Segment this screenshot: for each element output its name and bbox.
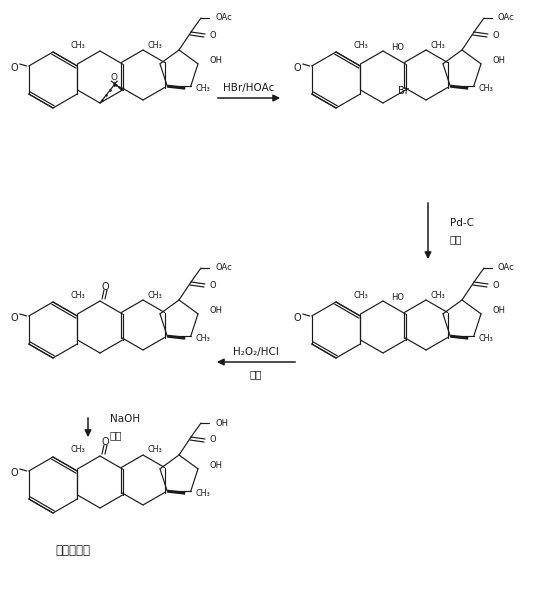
Text: HO: HO (391, 293, 404, 301)
Text: CH₃: CH₃ (478, 84, 493, 93)
Text: CH₃: CH₃ (195, 84, 210, 93)
Text: Pd-C: Pd-C (450, 218, 474, 228)
Text: O: O (101, 282, 109, 292)
Text: CH₃: CH₃ (431, 41, 445, 49)
Text: O: O (294, 313, 301, 323)
Text: CH₃: CH₃ (71, 445, 86, 454)
Text: Br: Br (398, 86, 408, 96)
Text: OH: OH (493, 306, 505, 315)
Text: OAc: OAc (215, 263, 232, 272)
Text: CH₃: CH₃ (478, 334, 493, 343)
Text: O: O (11, 468, 18, 478)
Text: CH₃: CH₃ (148, 445, 162, 454)
Text: NaOH: NaOH (110, 415, 140, 424)
Text: OH: OH (210, 57, 222, 65)
Text: 甲基皮尼松: 甲基皮尼松 (56, 544, 91, 558)
Text: O: O (210, 280, 216, 290)
Text: O: O (11, 63, 18, 73)
Text: H₂O₂/HCl: H₂O₂/HCl (233, 347, 279, 357)
Text: CH₃: CH₃ (148, 290, 162, 300)
Text: CH₃: CH₃ (354, 290, 369, 300)
Text: CH₃: CH₃ (195, 489, 210, 498)
Text: 甲苯: 甲苯 (250, 369, 262, 379)
Text: O: O (11, 313, 18, 323)
Text: OH: OH (210, 306, 222, 315)
Text: O: O (101, 437, 109, 447)
Text: OH: OH (493, 57, 505, 65)
Text: 乙醇: 乙醇 (450, 234, 463, 244)
Text: O: O (210, 31, 216, 39)
Text: O: O (210, 435, 216, 445)
Text: OH: OH (210, 461, 222, 470)
Text: OAc: OAc (498, 263, 515, 272)
Text: CH₃: CH₃ (71, 41, 86, 49)
Text: OH: OH (215, 418, 228, 427)
Text: CH₃: CH₃ (354, 41, 369, 49)
Text: CH₃: CH₃ (195, 334, 210, 343)
Text: O: O (493, 280, 499, 290)
Text: O: O (294, 63, 301, 73)
Text: CH₃: CH₃ (431, 290, 445, 300)
Text: CH₃: CH₃ (148, 41, 162, 49)
Text: O: O (493, 31, 499, 39)
Text: OAc: OAc (215, 14, 232, 23)
Text: 甲醇: 甲醇 (110, 430, 122, 440)
Text: CH₃: CH₃ (71, 290, 86, 300)
Text: HBr/HOAc: HBr/HOAc (224, 83, 275, 93)
Text: O: O (111, 73, 118, 82)
Text: OAc: OAc (498, 14, 515, 23)
Text: HO: HO (391, 42, 404, 52)
